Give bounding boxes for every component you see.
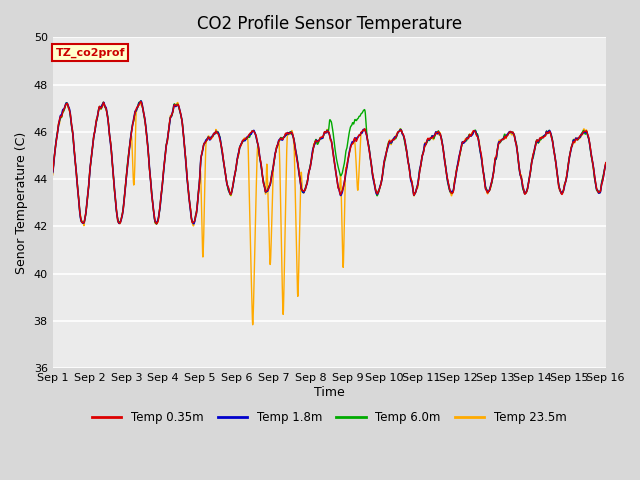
Title: CO2 Profile Sensor Temperature: CO2 Profile Sensor Temperature — [196, 15, 462, 33]
X-axis label: Time: Time — [314, 386, 344, 399]
Y-axis label: Senor Temperature (C): Senor Temperature (C) — [15, 132, 28, 274]
Legend: Temp 0.35m, Temp 1.8m, Temp 6.0m, Temp 23.5m: Temp 0.35m, Temp 1.8m, Temp 6.0m, Temp 2… — [87, 406, 571, 429]
Text: TZ_co2prof: TZ_co2prof — [56, 47, 125, 58]
